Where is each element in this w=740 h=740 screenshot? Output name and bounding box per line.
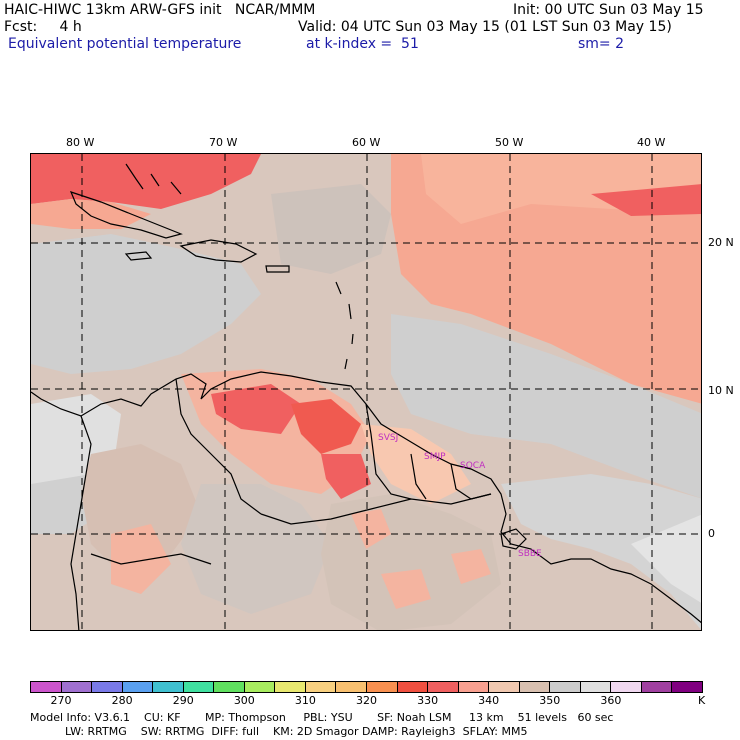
colorbar-swatch	[611, 681, 642, 693]
map-panel: SVSJ SMJP SOCA SBBE	[30, 153, 702, 631]
colorbar-label: 280	[111, 694, 133, 707]
model-info-line1: Model Info: V3.6.1 CU: KF MP: Thompson P…	[30, 711, 614, 724]
station-sbbe: SBBE	[518, 549, 542, 559]
colorbar-swatch	[367, 681, 398, 693]
colorbar-swatch	[397, 681, 429, 693]
colorbar-label: 270	[50, 694, 72, 707]
colorbar-swatch	[305, 681, 337, 693]
colorbar-swatch	[92, 681, 123, 693]
colorbar-swatch	[214, 681, 245, 693]
colorbar-label: 360	[600, 694, 622, 707]
colorbar-swatch	[122, 681, 154, 693]
colorbar-swatch	[31, 681, 62, 693]
colorbar-swatch	[428, 681, 459, 693]
lat-label-20n: 20 N	[708, 236, 734, 249]
field-name: Equivalent potential temperature	[8, 36, 242, 52]
colorbar-label: 330	[417, 694, 439, 707]
colorbar-swatch	[61, 681, 93, 693]
level-index: at k-index = 51	[306, 36, 419, 52]
lat-label-10n: 10 N	[708, 384, 734, 397]
colorbar-swatch	[519, 681, 551, 693]
colorbar-swatch	[336, 681, 367, 693]
colorbar	[30, 681, 703, 693]
lon-label-40w: 40 W	[637, 136, 666, 149]
colorbar-swatch	[153, 681, 184, 693]
colorbar-label: 340	[478, 694, 500, 707]
init-time: Init: 00 UTC Sun 03 May 15	[513, 2, 704, 18]
colorbar-label: 290	[172, 694, 194, 707]
colorbar-swatch	[580, 681, 612, 693]
colorbar-swatch	[672, 681, 703, 693]
colorbar-swatch	[183, 681, 215, 693]
model-info-line2: LW: RRTMG SW: RRTMG DIFF: full KM: 2D Sm…	[30, 725, 528, 738]
colorbar-swatch	[550, 681, 581, 693]
colorbar-label: 300	[233, 694, 255, 707]
colorbar-label: 320	[356, 694, 377, 707]
station-soca: SOCA	[460, 461, 486, 471]
colorbar-label: 310	[294, 694, 316, 707]
smoothing: sm= 2	[578, 36, 625, 52]
colorbar-swatch	[641, 681, 673, 693]
model-title: HAIC-HIWC 13km ARW-GFS init NCAR/MMM	[4, 2, 316, 18]
lon-label-70w: 70 W	[209, 136, 238, 149]
colorbar-swatch	[275, 681, 306, 693]
colorbar-swatch	[244, 681, 276, 693]
station-svsj: SVSJ	[378, 433, 399, 443]
theta-e-field	[31, 154, 701, 630]
colorbar-swatch	[489, 681, 520, 693]
valid-time: Valid: 04 UTC Sun 03 May 15 (01 LST Sun …	[298, 19, 672, 35]
colorbar-label: 350	[539, 694, 561, 707]
colorbar-swatch	[458, 681, 490, 693]
lat-label-0: 0	[708, 527, 715, 540]
lon-label-60w: 60 W	[352, 136, 381, 149]
lon-label-80w: 80 W	[66, 136, 95, 149]
colorbar-label: K	[698, 694, 706, 707]
station-smjp: SMJP	[424, 452, 446, 462]
forecast-hour: Fcst: 4 h	[4, 19, 82, 35]
lon-label-50w: 50 W	[495, 136, 524, 149]
